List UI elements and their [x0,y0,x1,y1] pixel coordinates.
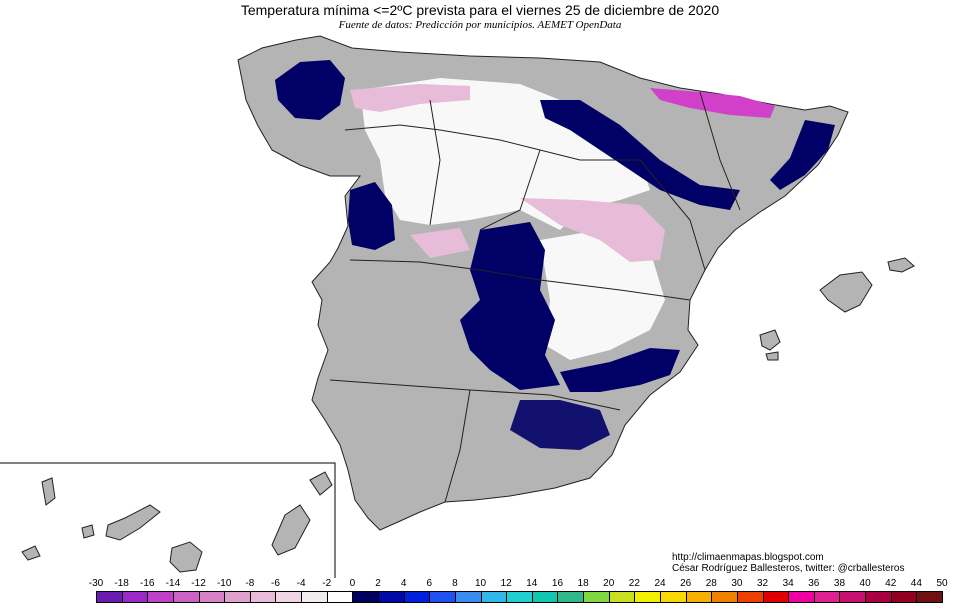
scale-tick-label: 10 [474,578,487,589]
scale-swatch [531,591,559,603]
scale-swatch [736,591,764,603]
formentera-island [765,351,779,361]
credits-author: César Rodríguez Ballesteros, twitter: @c… [672,563,905,574]
scale-swatch [865,591,892,603]
scale-tick-label: 28 [705,578,717,589]
tenerife-island [105,504,161,541]
scale-tick-label: -10 [216,578,232,589]
pink-area-iberian [520,198,665,262]
cold-area-andalusia [510,400,610,450]
mallorca-island [819,271,873,313]
scale-swatch [96,591,123,603]
scale-swatch [301,591,328,603]
scale-swatch [634,591,661,603]
scale-tick-label: 24 [654,578,666,589]
warm-area-south [540,230,665,360]
scale-tick-label: -8 [245,578,255,589]
scale-swatch [788,591,815,603]
scale-swatch [480,591,508,603]
scale-tick-label: -12 [191,578,206,589]
scale-tick-label: 38 [833,578,846,589]
scale-swatch [762,591,790,603]
scale-tick-label: -16 [140,578,155,589]
scale-swatch [608,591,636,603]
scale-tick-label: 14 [526,578,538,589]
scale-swatch [224,591,251,603]
scale-tick-label: 6 [426,578,433,589]
lanzarote-island [309,471,333,496]
scale-tick-label: -4 [296,578,306,589]
scale-swatch [352,591,379,603]
map-title: Temperatura mínima <=2ºC prevista para e… [240,2,720,18]
scale-tick-label: -14 [165,578,181,589]
scale-swatch [454,591,482,603]
scale-tick-label: 50 [936,578,948,589]
scale-swatch [813,591,841,603]
scale-tick-label: 12 [500,578,512,589]
scale-swatch [685,591,713,603]
la-gomera-island [81,524,95,539]
scale-swatch [326,591,354,603]
scale-swatch [890,591,918,603]
credits-block: http://climaenmapas.blogspot.com César R… [672,552,904,574]
cold-area-galicia [275,60,345,120]
scale-tick-label: -18 [114,578,129,589]
gran-canaria-island [169,541,203,573]
magenta-area-pyrenees [650,88,775,118]
scale-tick-label: 18 [577,578,589,589]
fuerteventura-island [271,504,311,556]
scale-swatch [839,591,867,603]
scale-tick-label: -2 [322,578,332,589]
scale-tick-label: -30 [88,578,104,589]
la-palma-island [41,477,56,506]
scale-tick-label: 42 [885,578,897,589]
scale-tick-label: 20 [603,578,615,589]
region-borders [329,91,741,503]
pink-area-central [410,228,470,258]
scale-swatch [121,591,149,603]
scale-swatch [378,591,405,603]
temperature-color-scale: -30 -18 -16 -14 -12 -10 -8 -6 -4 -2 0 2 4 6 8 10 12 14 16 1… [89,578,948,606]
scale-swatch [916,591,943,603]
scale-tick-label: 4 [400,578,407,589]
scale-swatch [660,591,687,603]
scale-swatch [249,591,277,603]
cold-area-west [348,182,395,250]
scale-swatch [711,591,738,603]
map-subtitle: Fuente de datos: Predicción por municipi… [338,19,622,31]
scale-tick-label: 36 [808,578,820,589]
scale-tick-label: 44 [910,578,922,589]
scale-swatch [506,591,533,603]
cold-area-catalonia [770,120,835,190]
cold-area-ebro [540,100,740,210]
scale-swatch [275,591,303,603]
menorca-island [887,257,915,273]
cold-area-central [460,222,560,390]
scale-swatch [557,591,585,603]
cold-area-southeast [560,348,680,392]
scale-tick-label: 16 [551,578,564,589]
scale-tick-label: 0 [349,578,356,589]
scale-swatch [172,591,200,603]
scale-swatch [403,591,431,603]
scale-swatch [198,591,226,603]
ibiza-island [759,329,781,351]
scale-tick-label: 26 [680,578,692,589]
scale-tick-label: 2 [375,578,381,589]
scale-swatch [583,591,610,603]
scale-tick-label: 8 [452,578,458,589]
scale-tick-label: 32 [756,578,769,589]
pink-area-cantabrian [350,84,470,112]
el-hierro-island [21,545,41,561]
scale-swatch [147,591,174,603]
scale-tick-label: 40 [859,578,871,589]
scale-tick-label: -6 [271,578,280,589]
credits-url: http://climaenmapas.blogspot.com [672,552,824,563]
scale-tick-label: 22 [628,578,640,589]
scale-tick-label: 34 [782,578,794,589]
scale-tick-label: 30 [731,578,743,589]
scale-swatch [429,591,456,603]
canary-inset-frame [0,462,336,578]
